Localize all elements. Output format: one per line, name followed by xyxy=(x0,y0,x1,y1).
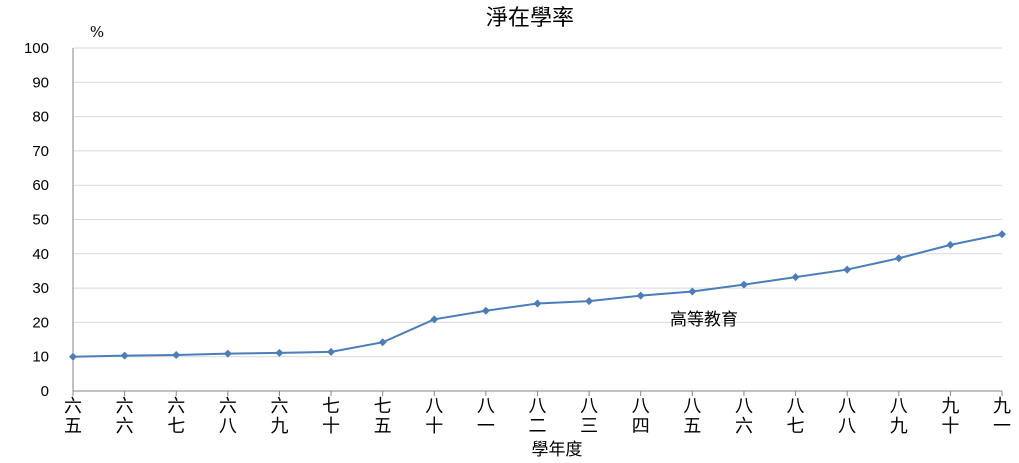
x-tick-label: 八 xyxy=(838,416,856,437)
series-plot xyxy=(69,230,1006,361)
gridlines xyxy=(73,47,1002,358)
y-tick-label: 30 xyxy=(32,280,49,297)
x-tick-label: 一 xyxy=(993,416,1011,437)
y-tick-label: 0 xyxy=(41,383,49,400)
y-tick-label: 10 xyxy=(32,349,49,366)
data-point xyxy=(636,291,645,300)
x-tick-label: 五 xyxy=(683,416,701,437)
x-tick-label: 九 xyxy=(270,416,288,437)
data-point xyxy=(533,299,542,308)
x-tick-label: 六 xyxy=(219,396,237,417)
x-tick-label: 五 xyxy=(374,416,392,437)
x-tick-label: 七 xyxy=(167,416,185,437)
x-tick-label: 八 xyxy=(580,396,598,417)
x-tick-label: 五 xyxy=(64,416,82,437)
y-tick-label: 20 xyxy=(32,314,49,331)
data-point xyxy=(739,280,748,289)
data-point xyxy=(275,348,284,357)
data-point xyxy=(998,230,1006,239)
x-tick-label: 十 xyxy=(425,416,443,437)
y-tick-label: 70 xyxy=(32,143,49,160)
x-tick-label: 九 xyxy=(890,416,908,437)
y-tick-label: 60 xyxy=(32,177,49,194)
data-point xyxy=(791,273,800,282)
data-point xyxy=(843,265,852,274)
x-tick-label: 九 xyxy=(941,396,959,417)
x-tick-label: 八 xyxy=(477,396,495,417)
x-tick-label: 四 xyxy=(632,416,650,437)
x-tick-label: 九 xyxy=(993,396,1011,417)
data-point xyxy=(172,350,181,359)
x-tick-label: 八 xyxy=(529,396,547,417)
x-tick-label: 八 xyxy=(890,396,908,417)
data-point xyxy=(481,306,490,315)
x-tick-label: 七 xyxy=(787,416,805,437)
data-point xyxy=(120,351,129,360)
x-tick-label: 七 xyxy=(374,396,392,417)
x-axis-label: 學年度 xyxy=(532,440,583,460)
x-tick-label: 八 xyxy=(683,396,701,417)
data-point xyxy=(688,287,697,296)
data-point xyxy=(946,240,955,249)
data-point xyxy=(430,315,439,324)
x-tick-label: 六 xyxy=(116,416,134,437)
x-tick-label: 八 xyxy=(735,396,753,417)
x-tick-label: 三 xyxy=(580,416,598,437)
x-tick-label: 二 xyxy=(529,416,547,437)
axes xyxy=(72,48,1003,396)
y-tick-label: 50 xyxy=(32,212,49,229)
series-label: 高等教育 xyxy=(670,310,738,330)
y-tick-labels: 0 10 20 30 40 50 60 70 80 90 100 xyxy=(24,40,49,400)
series-line xyxy=(72,233,1003,358)
x-tick-label: 六 xyxy=(167,396,185,417)
x-tick-label: 八 xyxy=(219,416,237,437)
data-point xyxy=(894,254,903,263)
x-tick-label: 一 xyxy=(477,416,495,437)
data-point xyxy=(585,297,594,306)
x-tick-label: 六 xyxy=(270,396,288,417)
y-tick-label: 90 xyxy=(32,74,49,91)
chart-title: 淨在學率 xyxy=(486,6,574,31)
x-tick-label: 七 xyxy=(322,396,340,417)
data-point xyxy=(378,338,387,347)
x-tick-label: 十 xyxy=(322,416,340,437)
x-tick-label: 十 xyxy=(941,416,959,437)
y-tick-label: 80 xyxy=(32,109,49,126)
data-point xyxy=(69,352,77,361)
data-point xyxy=(223,349,232,358)
x-tick-label: 八 xyxy=(632,396,650,417)
x-tick-label: 八 xyxy=(838,396,856,417)
x-tick-label: 八 xyxy=(787,396,805,417)
y-unit-label: % xyxy=(90,23,104,41)
x-tick-label: 六 xyxy=(735,416,753,437)
x-tick-label: 八 xyxy=(425,396,443,417)
y-tick-label: 100 xyxy=(24,40,49,57)
x-tick-label: 六 xyxy=(116,396,134,417)
data-point xyxy=(327,347,336,356)
x-tick-label: 六 xyxy=(64,396,82,417)
y-tick-label: 40 xyxy=(32,246,49,263)
